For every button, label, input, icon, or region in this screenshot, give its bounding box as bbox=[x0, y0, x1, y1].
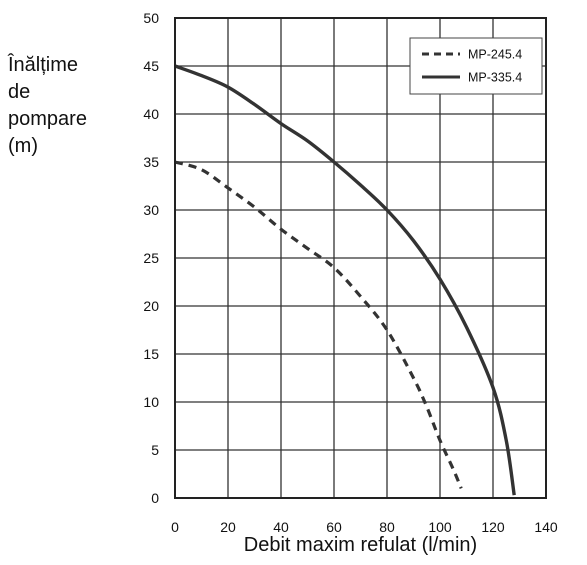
y-axis-label-line: Înălțime bbox=[8, 54, 79, 76]
series-lines bbox=[174, 64, 516, 496]
legend-label: MP-245.4 bbox=[468, 48, 522, 62]
y-axis-label-line: de bbox=[8, 81, 31, 103]
y-axis-label-line: pompare bbox=[8, 108, 87, 130]
plot-border bbox=[174, 17, 547, 499]
y-tick-label: 50 bbox=[143, 10, 159, 26]
x-axis-label: Debit maxim refulat (l/min) bbox=[243, 534, 478, 556]
y-tick-label: 40 bbox=[143, 106, 159, 122]
y-tick-label: 45 bbox=[143, 58, 159, 74]
y-tick-label: 15 bbox=[143, 346, 159, 362]
x-tick-label: 0 bbox=[171, 519, 179, 535]
y-tick-label: 10 bbox=[143, 394, 159, 410]
x-tick-label: 140 bbox=[534, 519, 558, 535]
y-tick-labels: 0 5 10 15 20 25 30 35 40 45 50 bbox=[143, 10, 159, 506]
x-tick-label: 120 bbox=[481, 519, 505, 535]
legend-label: MP-335.4 bbox=[468, 71, 522, 85]
y-axis-label: Înălțime de pompare (m) bbox=[8, 52, 87, 160]
y-tick-label: 25 bbox=[143, 250, 159, 266]
x-tick-label: 60 bbox=[326, 519, 342, 535]
y-tick-label: 0 bbox=[151, 490, 159, 506]
legend-box bbox=[409, 37, 543, 95]
x-tick-labels: 0 20 40 60 80 100 120 140 bbox=[171, 519, 558, 535]
legend: MP-245.4 MP-335.4 bbox=[409, 37, 543, 95]
series-line-1 bbox=[174, 160, 463, 490]
x-tick-label: 100 bbox=[428, 519, 452, 535]
x-tick-label: 20 bbox=[220, 519, 236, 535]
y-tick-label: 20 bbox=[143, 298, 159, 314]
y-tick-label: 30 bbox=[143, 202, 159, 218]
x-tick-label: 40 bbox=[273, 519, 289, 535]
y-axis-label-line: (m) bbox=[8, 135, 38, 157]
x-tick-label: 80 bbox=[379, 519, 395, 535]
y-tick-label: 5 bbox=[151, 442, 159, 458]
y-tick-label: 35 bbox=[143, 154, 159, 170]
series-line-2 bbox=[174, 64, 516, 496]
